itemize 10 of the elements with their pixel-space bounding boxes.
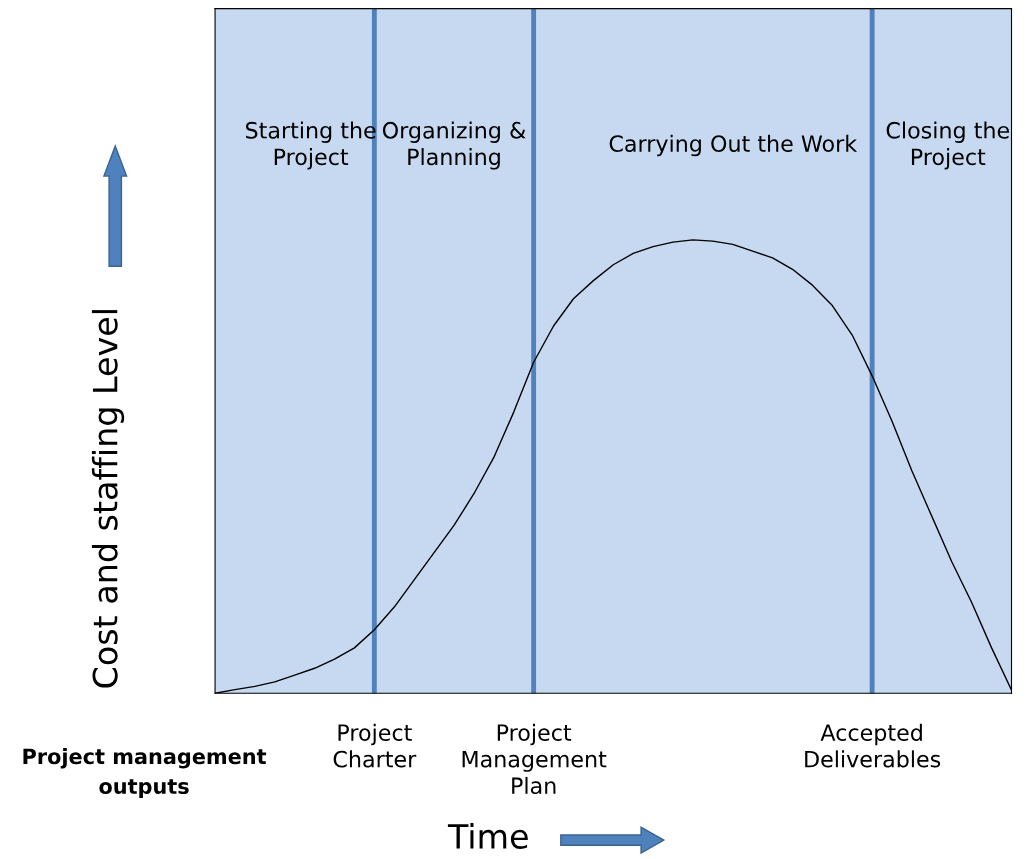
y-axis-title: Cost and staffing Level — [91, 310, 125, 688]
x-axis-title: Time — [447, 823, 528, 849]
text: Organizing & Planning — [382, 121, 526, 170]
x-tick-label: Project Management Plan — [462, 723, 607, 795]
x-tick-label: Accepted Deliverables — [805, 723, 941, 768]
x-tick-label: Project Charter — [333, 723, 417, 768]
text: Closing the Project — [886, 121, 1009, 170]
text: Carrying Out the Work — [609, 134, 858, 157]
text: Starting the Project — [246, 121, 376, 170]
text: Project management outputs — [23, 748, 267, 799]
